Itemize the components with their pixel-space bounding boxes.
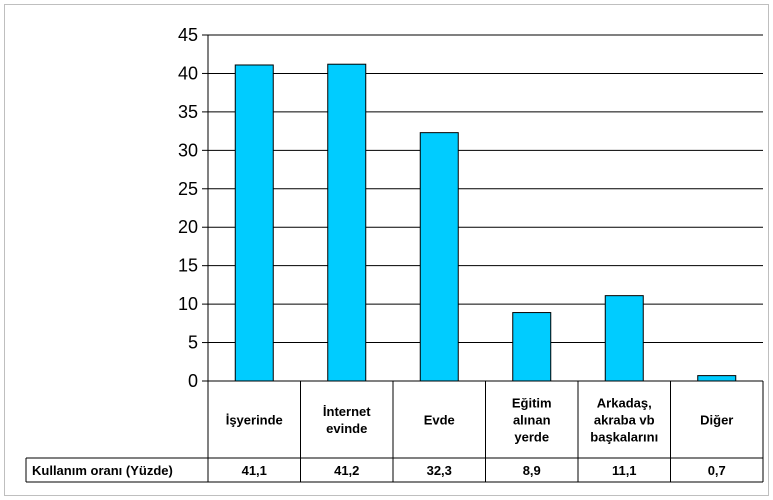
table-value: 0,7 (708, 463, 726, 478)
y-tick-label: 20 (178, 217, 198, 237)
bar (604, 295, 644, 382)
y-tick-label: 5 (188, 333, 198, 353)
bar (512, 312, 552, 382)
table-series-name: Kullanım oranı (Yüzde) (32, 463, 173, 478)
y-tick-label: 35 (178, 102, 198, 122)
category-label: Evde (424, 413, 455, 428)
category-label: İnternet (323, 404, 371, 419)
y-tick-label: 30 (178, 140, 198, 160)
table-value: 8,9 (523, 463, 541, 478)
chart-frame (4, 4, 769, 496)
category-label: yerde (514, 430, 549, 445)
y-tick-label: 45 (178, 25, 198, 45)
category-label: Diğer (700, 413, 733, 428)
category-label: evinde (326, 421, 367, 436)
y-tick-label: 40 (178, 63, 198, 83)
table-value: 41,2 (334, 463, 359, 478)
bar (327, 63, 367, 382)
category-label: Eğitim (512, 396, 552, 411)
category-label: İşyerinde (226, 413, 283, 428)
bar (234, 64, 274, 382)
y-tick-label: 10 (178, 294, 198, 314)
category-label: başkalarını (590, 430, 658, 445)
bar (697, 375, 737, 382)
category-label: Arkadaş, (597, 396, 652, 411)
category-label: alınan (513, 413, 551, 428)
y-tick-label: 25 (178, 179, 198, 199)
table-value: 11,1 (612, 463, 637, 478)
table-value: 32,3 (427, 463, 452, 478)
table-value: 41,1 (242, 463, 267, 478)
category-label: akraba vb (594, 413, 655, 428)
y-tick-label: 0 (188, 371, 198, 391)
bar (419, 132, 459, 382)
y-tick-label: 15 (178, 256, 198, 276)
